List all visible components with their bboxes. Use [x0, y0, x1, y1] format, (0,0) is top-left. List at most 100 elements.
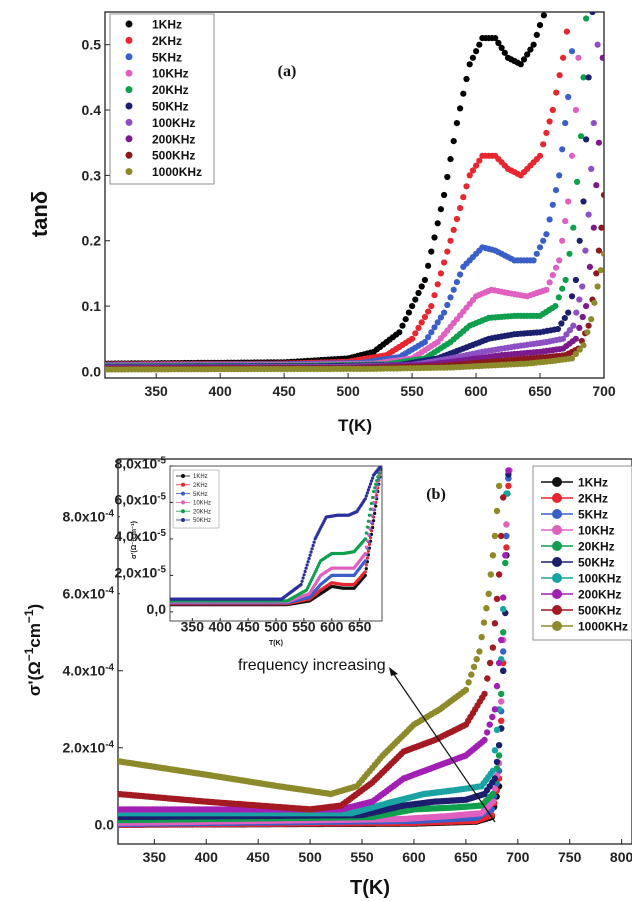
y-tick-label: 0.0	[82, 363, 102, 379]
data-point	[577, 133, 585, 140]
data-point	[434, 220, 441, 227]
data-point	[558, 320, 565, 327]
data-point	[575, 54, 582, 61]
data-point	[409, 303, 416, 310]
data-point	[549, 106, 556, 114]
data-point	[552, 303, 559, 310]
data-point	[546, 118, 553, 125]
data-point	[536, 22, 544, 29]
data-point	[457, 271, 464, 278]
x-tick-label: 500	[336, 383, 360, 399]
data-point	[425, 334, 432, 341]
legend-marker	[552, 525, 562, 535]
data-point	[363, 559, 367, 563]
data-point	[444, 248, 451, 255]
data-point	[425, 262, 432, 269]
y-tick-label: 2,0x10-5	[114, 564, 166, 581]
data-point	[553, 89, 560, 96]
data-point	[483, 729, 491, 736]
data-point	[441, 191, 448, 199]
text-part: 0.0	[95, 817, 115, 833]
data-point	[457, 205, 464, 212]
data-point	[463, 183, 470, 190]
data-point	[453, 120, 460, 127]
data-point	[441, 309, 448, 316]
data-point	[453, 215, 460, 223]
data-point	[466, 172, 473, 179]
text-part: σ'(Ω	[25, 661, 44, 696]
data-point	[585, 211, 592, 218]
legend-marker	[552, 477, 562, 487]
legend-b: 1KHz 2KHz 5KHz 10KHz 20KHz 50KHz 100KHz 200KHz 5…	[532, 465, 632, 641]
data-point	[530, 41, 537, 48]
data-point	[573, 309, 580, 316]
data-point	[489, 713, 496, 721]
series-50KHz	[170, 466, 382, 601]
data-point	[365, 539, 369, 543]
data-point	[566, 327, 574, 334]
inset-chart: 350 400 450 500 550 600 6500,02,0x10-54,0x10-5…	[114, 455, 395, 647]
data-point	[481, 690, 488, 698]
data-point	[500, 494, 507, 501]
data-point	[495, 742, 503, 749]
data-point	[517, 61, 524, 68]
data-point	[543, 129, 550, 136]
data-point	[556, 172, 563, 179]
data-point	[365, 491, 369, 495]
legend-label: 5KHz	[152, 50, 182, 64]
legend-label: 2KHz	[578, 492, 608, 506]
text-part: −1	[130, 523, 136, 529]
data-point	[463, 75, 470, 83]
data-point	[367, 513, 371, 517]
data-point	[444, 301, 451, 309]
inset-legend-label: 1KHz	[193, 474, 208, 480]
data-point	[576, 346, 583, 353]
text-part: )	[25, 604, 44, 610]
data-point	[568, 152, 576, 159]
data-point	[556, 257, 563, 264]
x-tick-label: 350	[144, 383, 168, 399]
legend-marker	[552, 589, 562, 599]
data-point	[545, 2, 551, 8]
data-point	[402, 316, 409, 323]
data-point	[505, 482, 512, 490]
x-tick-label: 450	[272, 383, 296, 399]
data-point	[498, 698, 505, 705]
text-part: σ'(Ω	[131, 544, 138, 559]
legend-label: 200KHz	[152, 132, 195, 146]
data-point	[366, 549, 370, 553]
data-point	[491, 532, 499, 540]
text-part: -5	[157, 564, 166, 575]
text-part: 8.0x10	[62, 509, 105, 525]
text-part: 4.0x10	[62, 663, 105, 679]
data-point	[489, 790, 497, 798]
text-part: 0.1	[82, 298, 102, 314]
data-point	[595, 247, 603, 254]
data-point	[486, 721, 493, 728]
data-point	[498, 717, 505, 724]
legend-label: 2KHz	[152, 34, 182, 48]
data-point	[369, 501, 374, 505]
data-point	[377, 471, 381, 475]
data-point	[561, 315, 568, 322]
panel-b-chart: 350 400 450 500 550 600 650 700 750 8000.02.0x10-…	[22, 455, 632, 899]
data-point	[301, 576, 305, 580]
legend-label: 10KHz	[578, 524, 615, 538]
inset-legend-label: 10KHz	[193, 501, 211, 507]
text-part: 0.3	[82, 167, 102, 183]
data-point	[495, 571, 503, 578]
text-part: -4	[105, 662, 114, 673]
legend-marker	[552, 573, 562, 583]
data-point	[500, 667, 507, 674]
legend-marker	[125, 20, 133, 28]
data-point	[489, 767, 497, 775]
data-point	[489, 644, 497, 651]
data-point	[576, 237, 583, 244]
y-tick-label: 0.2	[82, 233, 102, 249]
inset-legend-box	[172, 469, 220, 529]
data-point	[568, 48, 576, 55]
data-point	[371, 476, 375, 480]
data-point	[546, 216, 553, 223]
data-point	[367, 485, 371, 489]
